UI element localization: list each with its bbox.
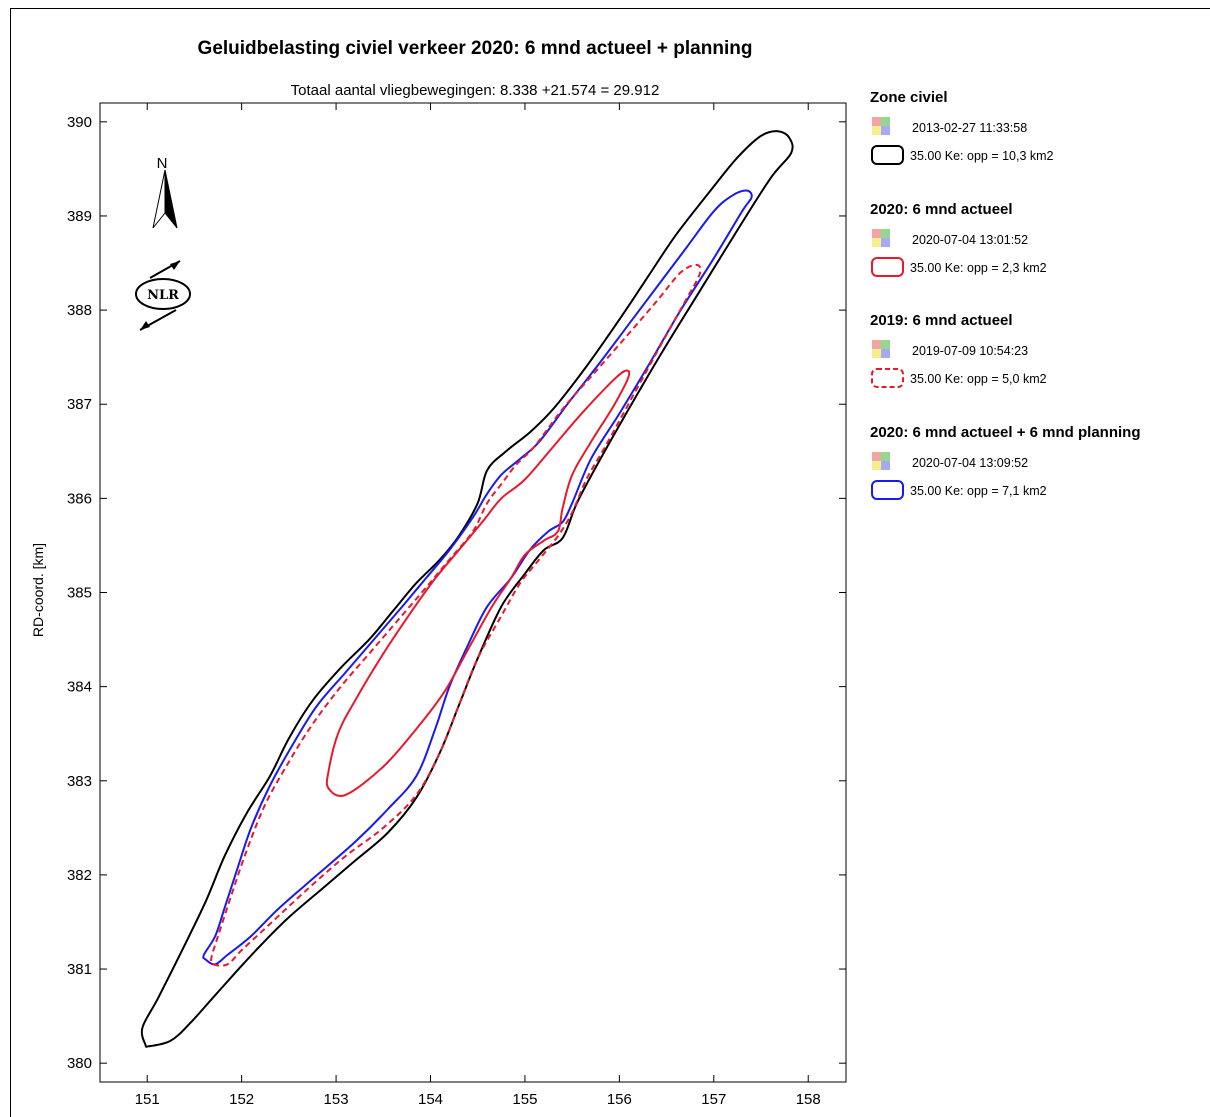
- swatch-cell-blue: [881, 349, 890, 358]
- y-tick-label: 382: [67, 867, 92, 884]
- legend-line-sample: [871, 257, 904, 277]
- contour-2020-actueel: [325, 369, 631, 797]
- swatch-cell-yellow: [872, 349, 881, 358]
- chart-title: Geluidbelasting civiel verkeer 2020: 6 m…: [198, 38, 753, 59]
- chart-subtitle: Totaal aantal vliegbewegingen: 8.338 +21…: [291, 82, 660, 99]
- legend-timestamp: 2013-02-27 11:33:58: [912, 121, 1027, 135]
- contour-zone-civiel: [140, 130, 794, 1048]
- y-tick-label: 389: [67, 208, 92, 225]
- x-tick-label: 155: [512, 1091, 537, 1108]
- swatch-cell-yellow: [872, 461, 881, 470]
- plot-border: [99, 102, 847, 1083]
- swatch-cell-red: [872, 117, 881, 126]
- y-tick-label: 381: [67, 961, 92, 978]
- figure-frame: [10, 8, 1210, 1117]
- plot-area: [99, 102, 847, 1083]
- legend-heading: 2019: 6 mnd actueel: [870, 312, 1013, 329]
- swatch-cell-green: [881, 117, 890, 126]
- swatch-cell-green: [881, 229, 890, 238]
- y-tick-label: 386: [67, 490, 92, 507]
- y-tick-label: 384: [67, 679, 92, 696]
- x-tick-label: 152: [229, 1091, 254, 1108]
- north-label: N: [157, 155, 168, 172]
- legend-timestamp: 2020-07-04 13:09:52: [912, 456, 1028, 470]
- contour-2019-actueel: [209, 263, 702, 967]
- swatch-cell-blue: [881, 238, 890, 247]
- legend-timestamp: 2020-07-04 13:01:52: [912, 233, 1028, 247]
- swatch-cell-yellow: [872, 126, 881, 135]
- swatch-cell-red: [872, 340, 881, 349]
- legend-entry: 35.00 Ke: opp = 5,0 km2: [910, 372, 1047, 386]
- y-tick-label: 380: [67, 1055, 92, 1072]
- swatch-cell-green: [881, 340, 890, 349]
- x-tick-label: 156: [607, 1091, 632, 1108]
- y-axis-label: RD-coord. [km]: [30, 543, 46, 637]
- legend-line-sample: [871, 145, 904, 165]
- legend-entry: 35.00 Ke: opp = 7,1 km2: [910, 484, 1047, 498]
- nlr-logo: NLR: [135, 260, 191, 331]
- x-tick-label: 157: [701, 1091, 726, 1108]
- y-tick-label: 385: [67, 585, 92, 602]
- swatch-cell-blue: [881, 461, 890, 470]
- contour-2020-actueel-planning: [202, 189, 753, 966]
- legend-line-sample: [871, 480, 904, 500]
- x-tick-label: 151: [135, 1091, 160, 1108]
- x-tick-label: 158: [796, 1091, 821, 1108]
- swatch-cell-blue: [881, 126, 890, 135]
- nlr-logo-text: NLR: [147, 288, 179, 303]
- axis-ticks: 151 152 153 154 155 156 157 158 380 381 382 383 384 3…: [67, 103, 846, 1108]
- legend-entry: 35.00 Ke: opp = 10,3 km2: [910, 149, 1054, 163]
- legend-heading: 2020: 6 mnd actueel + 6 mnd planning: [870, 424, 1141, 441]
- y-tick-label: 387: [67, 396, 92, 413]
- y-tick-label: 388: [67, 302, 92, 319]
- swatch-cell-red: [872, 452, 881, 461]
- y-tick-label: 383: [67, 773, 92, 790]
- y-tick-label: 390: [67, 114, 92, 131]
- legend-heading: Zone civiel: [870, 89, 948, 106]
- swatch-cell-green: [881, 452, 890, 461]
- legend-entry: 35.00 Ke: opp = 2,3 km2: [910, 261, 1047, 275]
- legend: Zone civiel 2013-02-27 11:33:58 35.00 Ke: …: [870, 89, 1141, 500]
- swatch-cell-red: [872, 229, 881, 238]
- x-tick-label: 154: [418, 1091, 443, 1108]
- legend-heading: 2020: 6 mnd actueel: [870, 201, 1013, 218]
- swatch-cell-yellow: [872, 238, 881, 247]
- x-tick-label: 153: [324, 1091, 349, 1108]
- legend-timestamp: 2019-07-09 10:54:23: [912, 344, 1028, 358]
- north-arrow-icon: N: [152, 155, 178, 229]
- legend-line-sample: [871, 368, 904, 388]
